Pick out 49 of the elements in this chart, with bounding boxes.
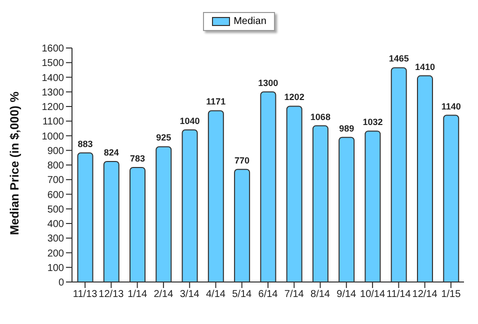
y-tick-label: 700 (47, 175, 64, 186)
data-label: 1171 (206, 96, 226, 107)
y-tick-label: 500 (47, 204, 64, 216)
x-tick-label: 11/13 (72, 289, 98, 300)
y-tick-label: 1000 (42, 131, 64, 142)
x-tick-label: 7/14 (284, 289, 304, 300)
data-label: 770 (234, 155, 250, 166)
x-tick-label: 12/14 (412, 289, 438, 300)
y-tick-label: 100 (47, 262, 64, 274)
x-tick-label: 3/14 (180, 289, 200, 300)
data-label: 1068 (310, 112, 330, 122)
data-label: 925 (156, 132, 172, 143)
data-label: 1202 (284, 92, 304, 102)
y-tick-label: 200 (47, 248, 64, 260)
data-label: 1465 (388, 54, 409, 64)
data-label: 1410 (414, 62, 435, 72)
x-tick-label: 4/14 (206, 289, 226, 300)
data-label: 883 (78, 138, 93, 149)
y-tick-label: 400 (47, 219, 64, 230)
x-tick-label: 11/14 (386, 289, 412, 300)
x-tick-label: 2/14 (154, 289, 174, 300)
data-label: 1140 (441, 101, 461, 112)
data-label: 783 (130, 153, 146, 164)
y-tick-label: 1400 (42, 72, 64, 84)
x-tick-label: 9/14 (336, 289, 357, 300)
data-label: 989 (339, 123, 354, 134)
y-tick-label: 800 (47, 160, 64, 172)
y-tick-label: 0 (58, 278, 64, 289)
x-tick-label: 5/14 (232, 289, 252, 300)
x-tick-label: 1/15 (441, 289, 462, 300)
y-tick-label: 600 (47, 190, 64, 201)
y-tick-label: 300 (47, 234, 64, 245)
x-tick-label: 6/14 (258, 289, 278, 300)
y-axis-title: Median Price (in $,000) % (7, 91, 22, 235)
data-label: 1300 (258, 78, 278, 88)
data-label: 1040 (180, 116, 200, 126)
y-tick-label: 1300 (42, 87, 64, 98)
y-tick-label: 1500 (42, 58, 64, 70)
x-tick-label: 10/14 (360, 289, 386, 300)
x-tick-label: 1/14 (128, 289, 148, 300)
y-tick-label: 1600 (42, 44, 64, 55)
y-tick-label: 1200 (42, 102, 64, 114)
data-label: 824 (104, 147, 119, 158)
x-tick-label: 8/14 (310, 289, 330, 300)
y-tick-label: 1100 (42, 116, 64, 128)
legend-label: Median (232, 16, 266, 27)
data-label: 1032 (362, 117, 383, 128)
y-tick-label: 900 (47, 146, 64, 157)
x-tick-label: 12/13 (98, 289, 124, 300)
